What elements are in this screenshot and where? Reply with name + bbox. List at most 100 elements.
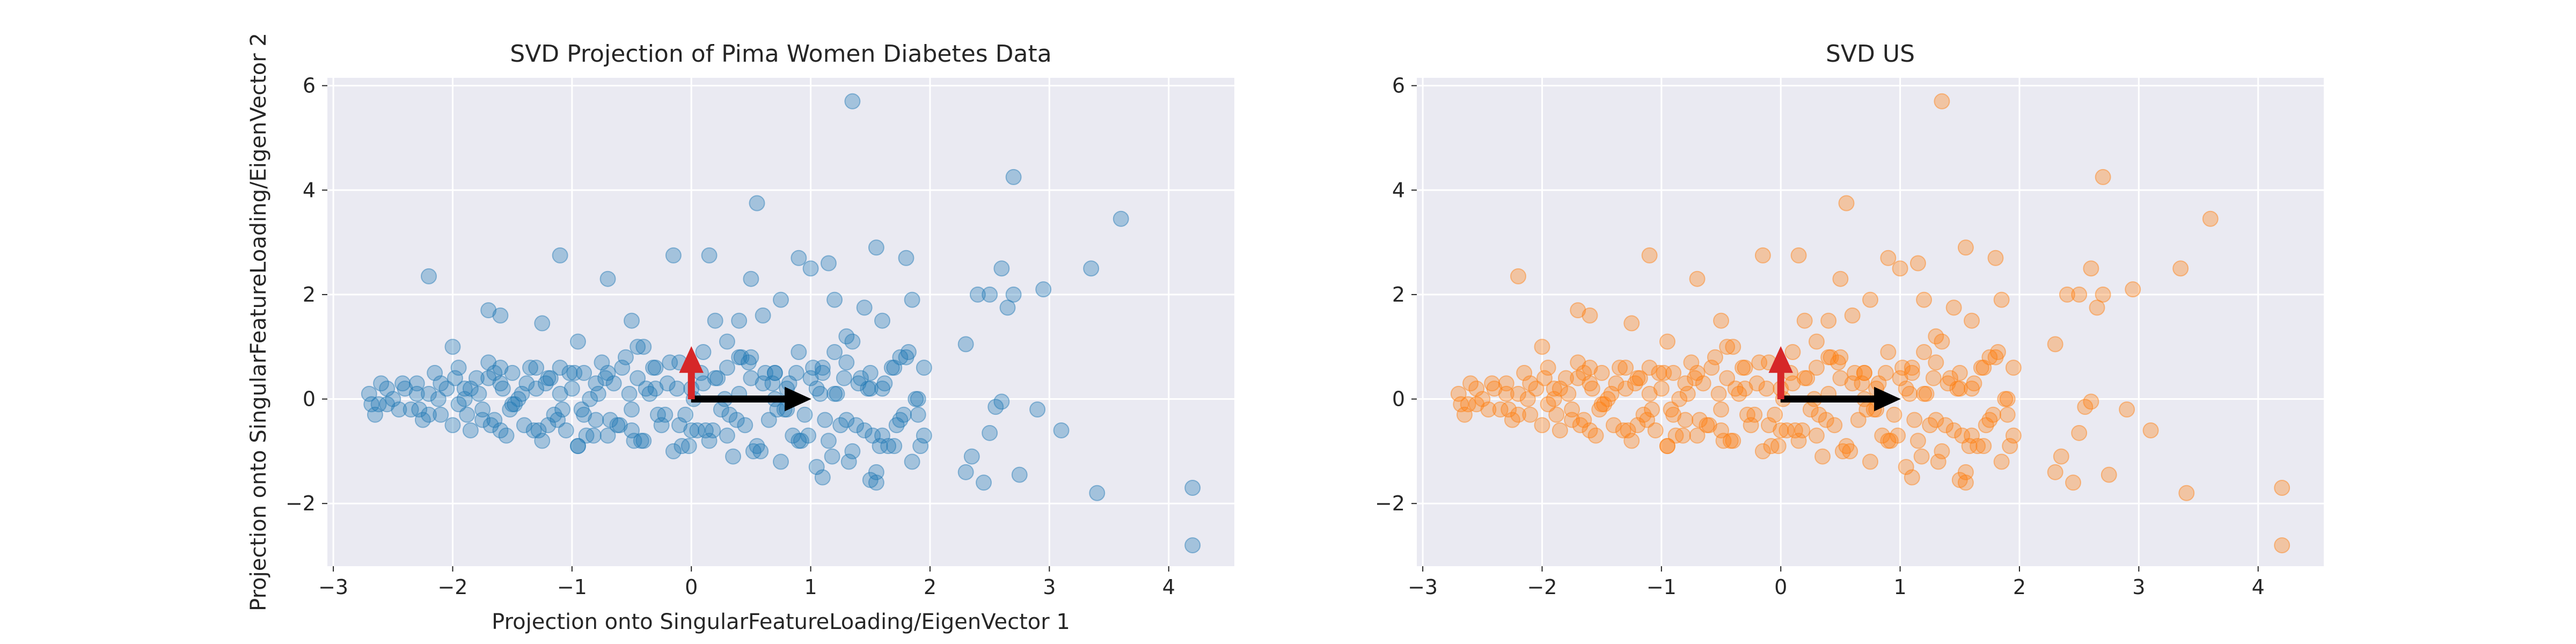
right-data-point <box>1970 438 1986 455</box>
left-data-point <box>876 375 893 392</box>
right-data-point <box>1862 291 1878 308</box>
left-x-tick-label: −2 <box>437 575 467 599</box>
left-data-point <box>721 406 738 423</box>
left-data-point <box>474 412 491 428</box>
left-data-point <box>450 360 467 376</box>
left-data-point <box>752 443 769 459</box>
right-data-point <box>1829 354 1846 371</box>
left-data-point <box>550 412 566 428</box>
right-data-point <box>1468 396 1485 413</box>
left-data-point <box>737 417 753 434</box>
right-data-point <box>1844 375 1861 392</box>
left-data-point <box>569 333 586 350</box>
left-data-point <box>824 448 840 465</box>
right-data-point <box>1663 401 1679 418</box>
left-y-tick-label: 2 <box>303 283 316 306</box>
right-data-point <box>1522 375 1539 392</box>
left-data-point <box>904 291 920 308</box>
right-data-point <box>1450 385 1467 402</box>
right-data-point <box>1913 448 1930 465</box>
left-data-point <box>910 391 926 407</box>
right-data-point <box>1536 370 1553 386</box>
left-data-point <box>677 406 694 423</box>
right-data-point <box>1981 349 1998 365</box>
right-data-point <box>1904 364 1920 381</box>
left-data-point <box>826 291 843 308</box>
left-data-point <box>657 406 674 423</box>
right-data-point <box>1510 406 1527 423</box>
right-data-point <box>1641 385 1658 402</box>
left-data-point <box>856 299 873 316</box>
right-data-point <box>1966 375 1982 392</box>
left-data-point <box>379 380 396 397</box>
right-data-point <box>1582 307 1598 324</box>
right-data-point <box>1743 417 1759 434</box>
right-data-point <box>2095 286 2111 303</box>
left-data-point <box>957 336 974 353</box>
right-x-tick-label: 1 <box>1893 575 1906 599</box>
left-data-point <box>498 427 515 444</box>
right-data-point <box>1975 438 1992 455</box>
left-data-point <box>534 315 551 332</box>
left-data-point <box>573 401 590 418</box>
right-data-point <box>1928 412 1944 428</box>
left-data-point <box>594 354 610 371</box>
right-data-point <box>1808 427 1825 444</box>
right-y-tick-label: 4 <box>1392 178 1405 202</box>
right-data-point <box>1928 354 1944 371</box>
left-data-point <box>719 427 735 444</box>
right-data-point <box>1945 422 1962 438</box>
right-data-point <box>1659 438 1675 455</box>
right-y-tick-label: 0 <box>1392 387 1405 411</box>
right-data-point <box>1641 360 1658 376</box>
right-data-point <box>1570 354 1586 371</box>
right-data-point <box>1901 385 1918 402</box>
left-data-point <box>647 360 664 376</box>
right-data-point <box>1460 396 1476 413</box>
right-data-point <box>1898 380 1914 397</box>
right-data-point <box>1949 380 1966 397</box>
right-data-point <box>1528 380 1545 397</box>
left-data-point <box>528 360 545 376</box>
right-data-point <box>1790 247 1807 264</box>
left-data-point <box>566 364 583 381</box>
left-x-tick-label: 2 <box>924 575 936 599</box>
left-data-point <box>872 438 888 455</box>
right-data-point <box>1973 360 1989 376</box>
right-data-point <box>1699 417 1715 434</box>
right-data-point <box>2059 286 2075 303</box>
right-data-point <box>1767 406 1783 423</box>
right-data-point <box>1519 391 1536 407</box>
right-data-point <box>1474 391 1491 407</box>
left-data-point <box>504 396 521 413</box>
right-data-point <box>1522 406 1539 423</box>
left-data-point <box>438 380 455 397</box>
left-data-point <box>820 433 837 449</box>
left-x-tick-label: −3 <box>318 575 348 599</box>
right-data-point <box>1945 299 1962 316</box>
right-data-point <box>1713 422 1730 438</box>
right-data-point <box>1909 433 1926 449</box>
right-data-point <box>1605 417 1622 434</box>
right-data-point <box>1951 472 1968 488</box>
right-data-point <box>2274 537 2290 554</box>
right-data-point <box>1790 433 1807 449</box>
right-x-tick-label: −2 <box>1527 575 1557 599</box>
left-data-point <box>459 406 475 423</box>
left-data-point <box>695 343 712 360</box>
left-data-point <box>999 299 1016 316</box>
left-data-point <box>1083 260 1100 277</box>
right-data-point <box>1784 375 1801 392</box>
right-data-point <box>1510 268 1527 284</box>
right-data-point <box>1779 422 1795 438</box>
left-data-point <box>528 380 545 397</box>
right-data-point <box>1928 328 1944 345</box>
left-data-point <box>976 474 992 491</box>
left-data-point <box>880 438 897 455</box>
left-data-point <box>817 412 833 428</box>
right-data-point <box>1498 385 1514 402</box>
right-data-point <box>1964 427 1980 444</box>
left-data-point <box>474 401 491 418</box>
right-data-point <box>1918 385 1935 402</box>
left-data-point <box>719 333 735 350</box>
